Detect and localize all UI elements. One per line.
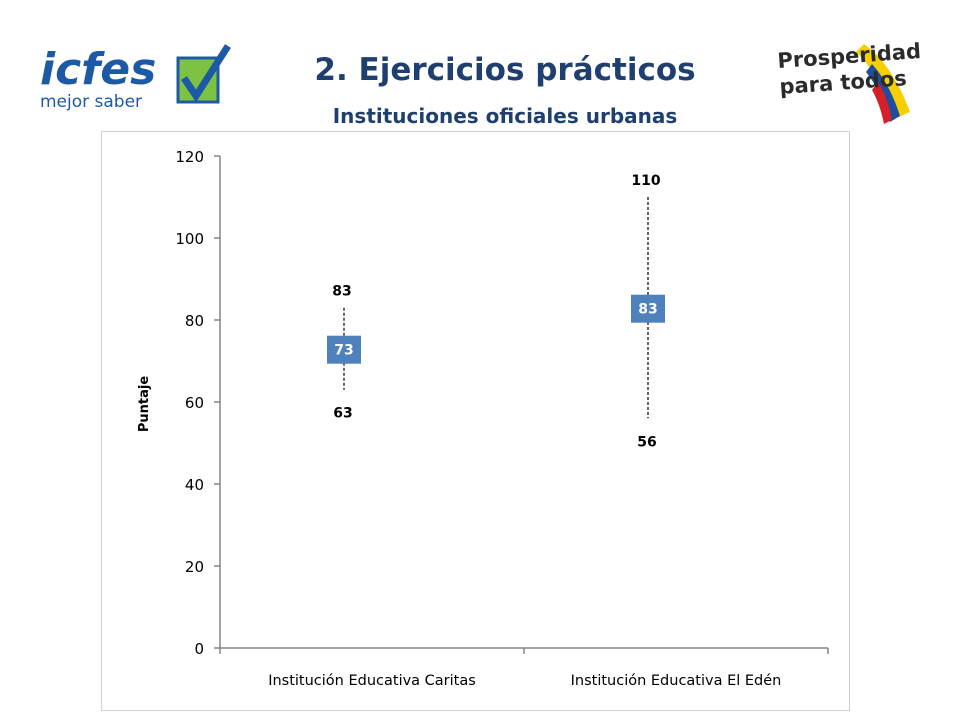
y-tick-label: 80 (185, 312, 204, 330)
flag-stripe-red (872, 82, 892, 124)
icfes-logo: icfes mejor saber (40, 44, 231, 112)
range-high-label: 110 (631, 173, 660, 189)
icfes-logo-text: icfes (40, 44, 156, 95)
range-mid-label: 73 (334, 343, 353, 359)
y-tick-label: 40 (185, 476, 204, 494)
page-title: 2. Ejercicios prácticos (314, 52, 696, 88)
range-low-label: 63 (333, 406, 352, 422)
chart-frame: 0 20 40 60 80 100 120 Institución Educativa Car… (101, 131, 850, 711)
y-tick-label: 100 (175, 230, 204, 248)
x-category-label: Institución Educativa Caritas (268, 673, 476, 689)
y-axis-title: Puntaje (137, 376, 152, 432)
y-tick-label: 120 (175, 148, 204, 166)
x-category-label: Institución Educativa El Edén (571, 673, 782, 689)
range-mid-label: 83 (638, 302, 657, 318)
page-subtitle: Instituciones oficiales urbanas (332, 104, 678, 128)
y-tick-label: 20 (185, 558, 204, 576)
y-tick-label: 60 (185, 394, 204, 412)
icfes-logo-subtext: mejor saber (40, 92, 142, 112)
range-mid-marker (631, 294, 665, 323)
prosperidad-logo: Prosperidad para todos (777, 39, 922, 124)
y-tick-label: 0 (194, 640, 204, 658)
range-low-label: 56 (637, 434, 656, 450)
range-chart: 0 20 40 60 80 100 120 Institución Educativa Car… (137, 148, 829, 689)
range-mid-marker (327, 335, 361, 364)
range-high-label: 83 (332, 284, 351, 300)
checkmark-icon (181, 44, 231, 103)
